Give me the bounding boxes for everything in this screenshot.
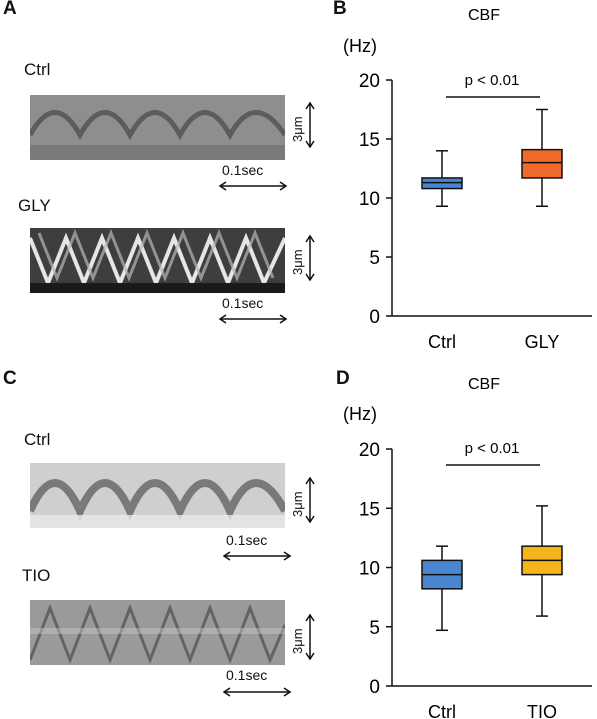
kymograph-image-ctrl-a	[30, 95, 285, 160]
kymograph-label-ctrl-a: Ctrl	[24, 60, 51, 79]
chart-title-d: CBF	[468, 376, 500, 393]
y-tick-label-b-1: 5	[369, 248, 380, 269]
chart-title-b: CBF	[468, 7, 500, 24]
kymograph-image-tio	[30, 600, 285, 665]
kymograph-image-gly	[30, 228, 285, 293]
y-axis-unit-d: (Hz)	[343, 404, 377, 424]
scale-bar-vertical-a2: 3μm	[288, 233, 318, 283]
scale-bar-horizontal-a1	[218, 178, 288, 194]
y-tick-label-b-0: 0	[369, 307, 380, 328]
x-tick-label-b-0: Ctrl	[428, 332, 456, 352]
kymograph-svg-ctrl-c	[30, 463, 285, 528]
panel-letter-c: C	[3, 368, 17, 389]
kymograph-label-gly: GLY	[18, 196, 51, 215]
scale-label-time-c1: 0.1sec	[226, 532, 268, 548]
scale-bar-horizontal-c1	[222, 548, 292, 564]
y-tick-label-b-2: 10	[359, 189, 380, 210]
y-tick-label-d-1: 5	[369, 618, 380, 639]
panel-letter-d: D	[336, 368, 350, 389]
scale-bar-vertical-a1: 3μm	[288, 100, 318, 150]
x-tick-label-d-0: Ctrl	[428, 702, 456, 719]
y-tick-label-d-4: 20	[359, 440, 380, 461]
scale-bar-horizontal-c2	[222, 684, 292, 700]
kymograph-label-tio: TIO	[22, 566, 51, 585]
scale-bar-horizontal-a2	[218, 311, 288, 327]
kymograph-svg-ctrl-a	[30, 95, 285, 160]
x-tick-label-d-1: TIO	[527, 702, 557, 719]
y-tick-label-b-4: 20	[359, 71, 380, 92]
significance-label-b: p < 0.01	[465, 72, 520, 89]
y-tick-label-d-0: 0	[369, 677, 380, 698]
kymograph-svg-tio	[30, 600, 285, 665]
kymograph-image-ctrl-c	[30, 463, 285, 528]
y-axis-unit-b: (Hz)	[343, 36, 377, 56]
scale-bar-vertical-c2: 3μm	[288, 612, 318, 662]
significance-label-d: p < 0.01	[465, 440, 520, 457]
y-tick-label-b-3: 15	[359, 130, 380, 151]
scale-label-time-a2: 0.1sec	[222, 295, 264, 311]
panel-letter-a: A	[3, 0, 17, 19]
scale-bar-vertical-c1: 3μm	[288, 475, 318, 525]
y-tick-label-d-3: 15	[359, 499, 380, 520]
kymograph-label-ctrl-c: Ctrl	[24, 430, 51, 449]
y-tick-label-d-2: 10	[359, 559, 380, 580]
x-tick-label-b-1: GLY	[525, 332, 560, 352]
kymograph-svg-gly	[30, 228, 285, 293]
scale-label-time-c2: 0.1sec	[226, 667, 268, 683]
box-b-1	[521, 148, 563, 179]
scale-label-time-a1: 0.1sec	[222, 162, 264, 178]
panel-letter-b: B	[333, 0, 347, 19]
